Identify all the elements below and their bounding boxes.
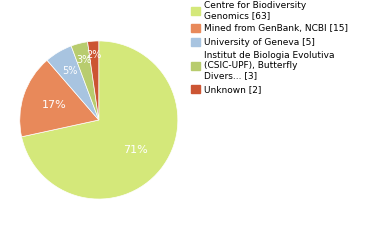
Text: 17%: 17%: [41, 100, 66, 110]
Legend: Centre for Biodiversity
Genomics [63], Mined from GenBank, NCBI [15], University: Centre for Biodiversity Genomics [63], M…: [190, 0, 348, 95]
Text: 3%: 3%: [76, 55, 91, 65]
Text: 71%: 71%: [124, 145, 148, 155]
Text: 2%: 2%: [87, 50, 102, 60]
Wedge shape: [47, 46, 99, 120]
Wedge shape: [20, 60, 99, 137]
Wedge shape: [87, 41, 99, 120]
Wedge shape: [22, 41, 178, 199]
Text: 5%: 5%: [62, 66, 78, 76]
Wedge shape: [71, 42, 99, 120]
